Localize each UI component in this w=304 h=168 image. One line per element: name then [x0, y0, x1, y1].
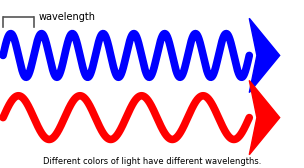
Text: wavelength: wavelength — [38, 12, 95, 22]
Polygon shape — [249, 80, 280, 155]
Text: Different colors of light have different wavelengths.: Different colors of light have different… — [43, 157, 261, 166]
Polygon shape — [249, 18, 280, 93]
